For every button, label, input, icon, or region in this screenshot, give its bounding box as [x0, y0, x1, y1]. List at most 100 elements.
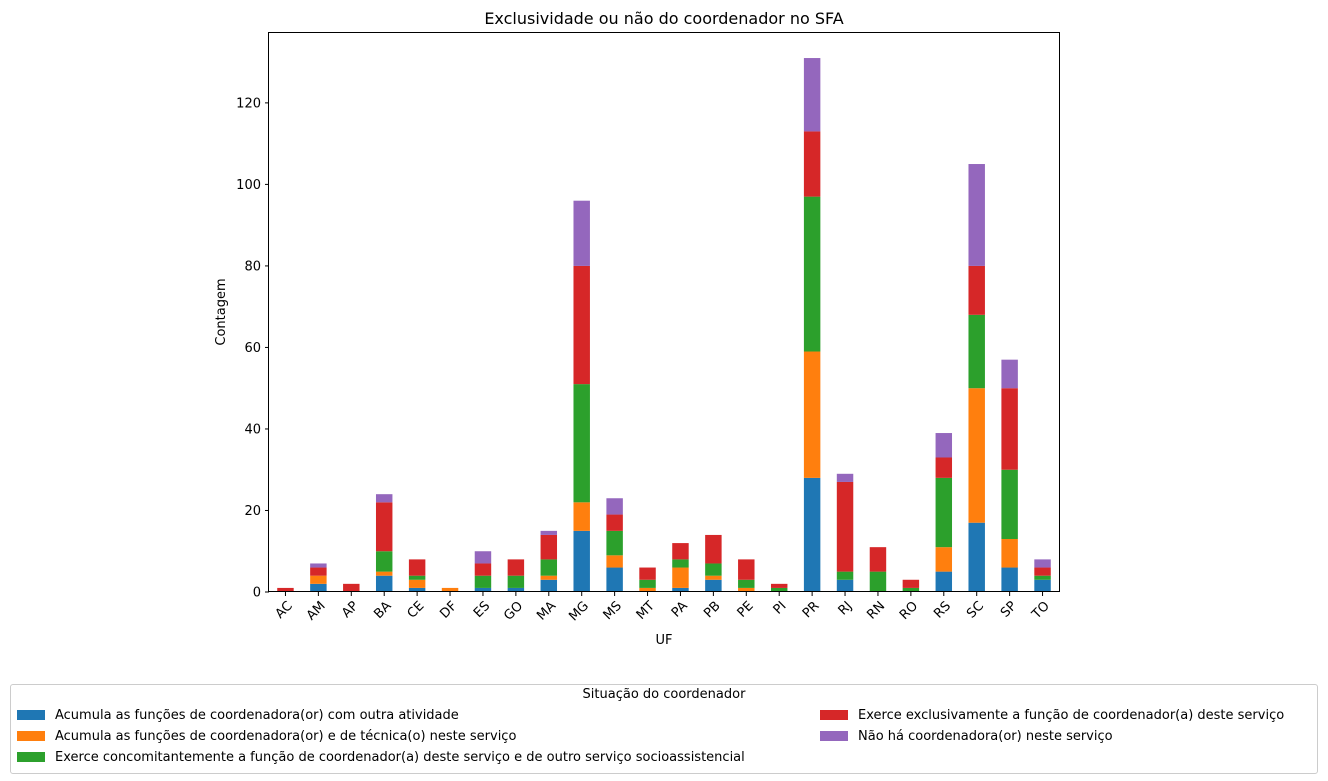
x-tick-label-PI: PI: [771, 599, 790, 618]
x-tick-label-SP: SP: [998, 599, 1020, 621]
bar-MS-series-4: [606, 514, 623, 531]
bar-MT-series-2: [639, 587, 656, 592]
bar-AM-series-4: [310, 567, 327, 576]
legend-label-5: Não há coordenadora(or) neste serviço: [858, 729, 1113, 744]
x-tick-label-PR: PR: [800, 599, 823, 622]
x-tick-label-PA: PA: [669, 599, 691, 621]
bar-RS-series-4: [935, 457, 953, 478]
y-tick-label-20: 20: [244, 504, 261, 519]
bar-MA-series-2: [540, 575, 558, 580]
bar-MT-series-3: [639, 579, 656, 588]
legend-swatch-3: [17, 751, 45, 762]
y-tick-label-40: 40: [244, 422, 261, 437]
bar-PR-series-4: [803, 131, 821, 197]
bar-RS-series-1: [935, 571, 953, 592]
bar-AC-series-4: [277, 587, 294, 592]
bar-SP-series-1: [1001, 567, 1018, 592]
x-tick-label-MT: MT: [634, 599, 658, 623]
x-tick-label-AM: AM: [304, 599, 329, 624]
bar-MA-series-4: [540, 534, 558, 560]
bar-DF-series-2: [441, 587, 459, 592]
bar-RJ-series-3: [836, 571, 854, 580]
legend-title: Situação do coordenador: [582, 687, 746, 702]
bar-AM-series-5: [310, 563, 327, 568]
legend-item-5: Não há coordenadora(or) neste serviço: [820, 728, 1113, 746]
bar-RJ-series-1: [836, 579, 854, 592]
legend-item-2: Acumula as funções de coordenadora(or) e…: [17, 728, 516, 746]
x-axis-label: UF: [656, 633, 673, 648]
bar-CE-series-2: [408, 579, 426, 588]
bar-RO-series-3: [902, 587, 920, 592]
y-tick-label-60: 60: [244, 341, 261, 356]
x-tick-label-MA: MA: [534, 599, 559, 624]
chart-title: Exclusividade ou não do coordenador no S…: [484, 9, 843, 28]
x-tick-label-PB: PB: [701, 599, 723, 621]
bar-MS-series-2: [606, 555, 623, 568]
bar-AP-series-4: [343, 583, 360, 592]
x-axis: AC AM AP BA CE DF ES GO MA MG MS MT PA PB PE PI PR RJ RN RO…: [273, 592, 1053, 624]
bar-ES-series-1: [474, 587, 492, 592]
bar-GO-series-3: [507, 575, 525, 588]
bar-RJ-series-5: [836, 473, 854, 482]
bar-PE-series-4: [738, 559, 755, 580]
bar-TO-series-3: [1034, 575, 1051, 580]
x-tick-label-CE: CE: [405, 599, 428, 622]
bar-MG-series-2: [573, 502, 590, 531]
legend-label-2: Acumula as funções de coordenadora(or) e…: [55, 729, 517, 744]
bar-ES-series-3: [474, 575, 492, 588]
y-axis-label: Contagem: [214, 278, 229, 345]
bar-MS-series-5: [606, 498, 623, 515]
bar-PB-series-3: [705, 563, 722, 576]
x-tick-label-RN: RN: [864, 599, 888, 623]
x-tick-label-RJ: RJ: [836, 599, 856, 619]
bar-PB-series-1: [705, 579, 722, 592]
bar-SP-series-5: [1001, 359, 1018, 389]
bar-BA-series-5: [375, 494, 393, 503]
y-tick-label-120: 120: [236, 96, 261, 111]
legend-item-4: Exerce exclusivamente a função de coorde…: [820, 707, 1284, 725]
bar-PA-series-1: [672, 587, 689, 592]
bar-MG-series-4: [573, 265, 590, 385]
bar-MT-series-4: [639, 567, 656, 580]
bar-SC-series-4: [968, 265, 985, 315]
bar-AM-series-2: [310, 575, 327, 584]
bar-MA-series-5: [540, 530, 558, 535]
x-tick-label-TO: TO: [1029, 599, 1053, 623]
bar-PR-series-1: [803, 477, 821, 592]
x-tick-label-BA: BA: [371, 599, 394, 622]
legend-label-4: Exerce exclusivamente a função de coorde…: [858, 708, 1285, 723]
bar-BA-series-4: [375, 502, 393, 552]
bar-BA-series-2: [375, 571, 393, 576]
legend: Situação do coordenador Acumula as funçõ…: [10, 684, 1318, 774]
x-tick-label-AP: AP: [339, 599, 362, 622]
x-tick-label-ES: ES: [471, 599, 493, 621]
x-tick-label-MS: MS: [601, 599, 625, 623]
x-tick-label-PE: PE: [735, 599, 757, 621]
y-axis: 0 20 40 60 80 100 120: [236, 96, 269, 601]
bar-SP-series-4: [1001, 388, 1018, 470]
bar-MS-series-3: [606, 530, 623, 556]
bar-PA-series-3: [672, 559, 689, 568]
bar-CE-series-1: [408, 587, 426, 592]
y-tick-label-0: 0: [253, 586, 261, 601]
legend-swatch-5: [820, 730, 848, 741]
bars-layer: [277, 58, 1051, 592]
bar-ES-series-5: [474, 551, 492, 564]
bar-PI-series-3: [770, 587, 788, 592]
y-tick-label-100: 100: [236, 178, 261, 193]
bar-PB-series-2: [705, 575, 722, 580]
bar-TO-series-5: [1034, 559, 1051, 568]
bar-PR-series-5: [803, 58, 821, 132]
x-tick-label-RO: RO: [897, 599, 921, 623]
bar-RJ-series-4: [836, 481, 854, 572]
bar-RS-series-2: [935, 547, 953, 572]
bar-SC-series-5: [968, 164, 985, 266]
bar-SC-series-2: [968, 388, 985, 523]
bar-SC-series-1: [968, 522, 985, 592]
bar-RN-series-3: [869, 571, 887, 592]
y-tick-label-80: 80: [244, 259, 261, 274]
legend-swatch-2: [17, 730, 45, 741]
bar-CE-series-4: [408, 559, 426, 576]
legend-swatch-1: [17, 709, 45, 720]
bar-PI-series-4: [770, 583, 788, 588]
